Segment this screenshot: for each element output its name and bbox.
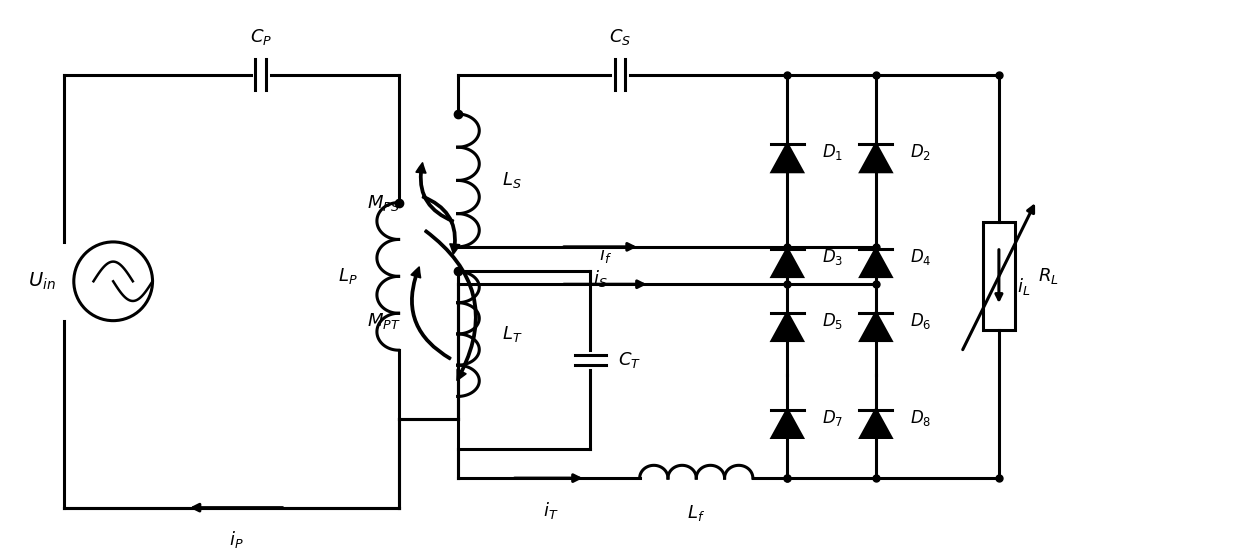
FancyArrowPatch shape [425, 230, 477, 380]
Text: $i_L$: $i_L$ [1017, 276, 1030, 297]
Text: $L_P$: $L_P$ [337, 266, 357, 286]
Bar [983, 222, 1014, 330]
Text: $i_P$: $i_P$ [229, 530, 243, 550]
Text: $D_5$: $D_5$ [822, 311, 843, 331]
Text: $M_{PT}$: $M_{PT}$ [367, 311, 401, 331]
Text: $C_T$: $C_T$ [618, 350, 641, 370]
FancyArrowPatch shape [410, 267, 451, 359]
FancyArrowPatch shape [423, 196, 460, 254]
Text: $i_S$: $i_S$ [593, 268, 608, 290]
Polygon shape [773, 249, 802, 277]
Text: $C_P$: $C_P$ [249, 27, 272, 47]
Polygon shape [773, 313, 802, 340]
Text: $D_7$: $D_7$ [822, 408, 843, 428]
Text: $D_3$: $D_3$ [822, 247, 843, 267]
Text: $L_f$: $L_f$ [687, 503, 706, 523]
Text: $U_{in}$: $U_{in}$ [29, 271, 56, 292]
Text: $L_T$: $L_T$ [502, 324, 522, 344]
Text: $M_{PS}$: $M_{PS}$ [367, 193, 401, 213]
Text: $D_2$: $D_2$ [910, 142, 931, 162]
Polygon shape [773, 144, 802, 172]
Polygon shape [861, 144, 892, 172]
Text: $D_1$: $D_1$ [822, 142, 843, 162]
Text: $D_4$: $D_4$ [910, 247, 931, 267]
Text: $i_f$: $i_f$ [599, 243, 611, 264]
Text: $D_6$: $D_6$ [910, 311, 931, 331]
Text: $C_S$: $C_S$ [609, 27, 631, 47]
Polygon shape [773, 410, 802, 437]
FancyArrowPatch shape [417, 163, 454, 222]
Polygon shape [861, 249, 892, 277]
Text: $L_S$: $L_S$ [502, 170, 522, 190]
Polygon shape [861, 313, 892, 340]
Text: $R_L$: $R_L$ [1038, 266, 1059, 286]
Polygon shape [861, 410, 892, 437]
Text: $i_T$: $i_T$ [543, 500, 559, 521]
Text: $D_8$: $D_8$ [910, 408, 931, 428]
